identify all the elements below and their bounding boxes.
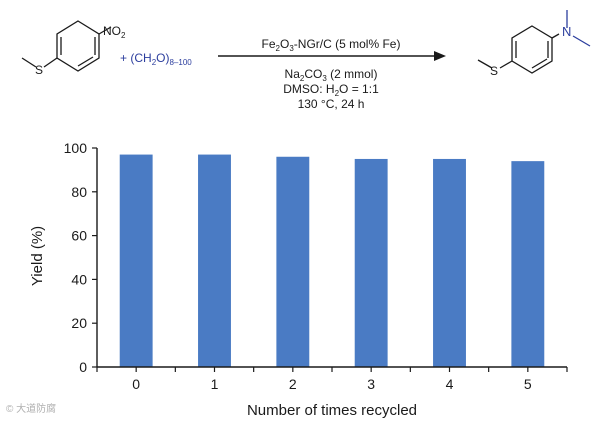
- product-sulfur-label: S: [490, 64, 499, 78]
- starting-material-structure: [21, 20, 112, 72]
- reaction-scheme: [21, 10, 591, 74]
- product-nitrogen-label: N: [562, 24, 572, 39]
- y-tick-label: 80: [71, 184, 87, 200]
- y-tick-label: 100: [64, 140, 88, 156]
- y-tick-label: 40: [71, 271, 87, 287]
- x-tick-label: 1: [211, 376, 219, 392]
- axes-group: 0 1 2 3 4 5 0 20 40 60 80 100: [64, 140, 568, 392]
- nitro-group-label: NO2: [103, 24, 126, 40]
- starting-material-sulfur-label: S: [35, 63, 44, 77]
- watermark: © 大道防腐: [6, 404, 57, 415]
- bars-group: [119, 154, 545, 367]
- x-tick-label: 3: [367, 376, 375, 392]
- x-tick-label: 4: [446, 376, 454, 392]
- y-tick-label: 0: [79, 359, 87, 375]
- x-tick-label: 2: [289, 376, 297, 392]
- y-tick-label: 60: [71, 228, 87, 244]
- bar-0: [119, 154, 153, 367]
- reaction-arrow: [218, 51, 446, 61]
- catalyst-label: Fe2O3-NGr/C (5 mol% Fe): [261, 37, 401, 53]
- x-axis-label: Number of times recycled: [247, 402, 417, 419]
- x-tick-label: 0: [132, 376, 140, 392]
- base-label: Na2CO3 (2 mmol): [284, 67, 378, 83]
- product-structure: [477, 10, 591, 74]
- bar-1: [198, 154, 231, 367]
- y-axis-label: Yield (%): [29, 226, 46, 286]
- bar-2: [276, 156, 310, 367]
- conditions-label: 130 °C, 24 h: [297, 97, 365, 111]
- bar-5: [511, 161, 545, 367]
- y-tick-label: 20: [71, 315, 87, 331]
- solvent-label: DMSO: H2O = 1:1: [283, 82, 379, 98]
- paraformaldehyde-reagent: + (CH2O)8–100: [120, 51, 192, 67]
- bar-4: [433, 158, 466, 367]
- bar-3: [354, 158, 388, 367]
- x-tick-label: 5: [524, 376, 532, 392]
